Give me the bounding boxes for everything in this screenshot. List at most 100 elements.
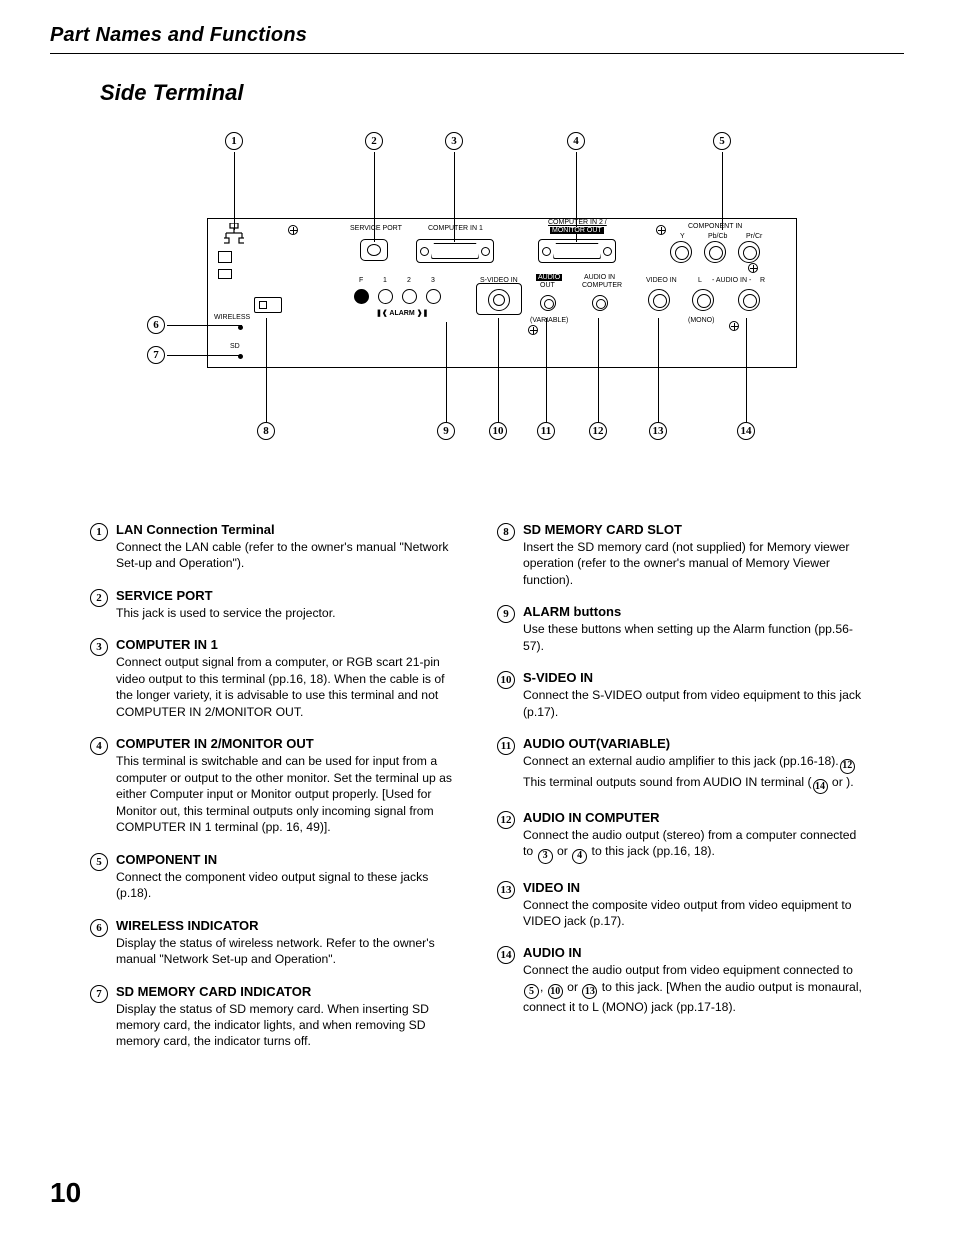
- alarm-btn-2: [402, 289, 417, 304]
- label-sd: SD: [230, 343, 240, 350]
- description-item: 5 COMPONENT IN Connect the component video…: [90, 852, 457, 902]
- lan-icon: [224, 223, 244, 247]
- item-content: ALARM buttons Use these buttons when sett…: [523, 604, 864, 654]
- item-title: AUDIO OUT(VARIABLE): [523, 736, 864, 751]
- item-title: VIDEO IN: [523, 880, 864, 895]
- item-marker: 7: [90, 985, 108, 1003]
- callout-9: 9: [437, 422, 455, 440]
- item-marker: 9: [497, 605, 515, 623]
- item-body: Use these buttons when setting up the Al…: [523, 621, 864, 654]
- item-content: SD MEMORY CARD SLOT Insert the SD memory …: [523, 522, 864, 588]
- description-item: 1 LAN Connection TerminalConnect the LAN …: [90, 522, 457, 572]
- audio-in-l-port: [692, 289, 714, 311]
- audio-in-computer-port: [592, 295, 608, 311]
- callout-8: 8: [257, 422, 275, 440]
- service-port: [360, 239, 388, 261]
- item-marker: 8: [497, 523, 515, 541]
- item-marker: 4: [90, 737, 108, 755]
- label-prcr: Pr/Cr: [746, 233, 762, 240]
- screw-icon: [656, 225, 666, 235]
- wireless-led: [238, 325, 243, 330]
- label-computer-in-2b: MONITOR OUT: [550, 227, 604, 234]
- lan-port-2: [218, 269, 232, 279]
- item-content: LAN Connection TerminalConnect the LAN c…: [116, 522, 457, 572]
- label-f: F: [359, 277, 363, 284]
- vga-port-1: [416, 239, 494, 263]
- callout-3: 3: [445, 132, 463, 150]
- item-body: Connect the component video output signa…: [116, 869, 457, 902]
- item-body: This jack is used to service the project…: [116, 605, 457, 621]
- description-item: 14 AUDIO INConnect the audio output from …: [497, 945, 864, 1015]
- label-mono: (MONO): [688, 317, 714, 324]
- label-computer-in-2a: COMPUTER IN 2 /: [548, 219, 607, 226]
- callout-5: 5: [713, 132, 731, 150]
- item-body: Display the status of SD memory card. Wh…: [116, 1001, 457, 1050]
- description-item: 6 WIRELESS INDICATOR Display the status of…: [90, 918, 457, 968]
- item-title: SERVICE PORT: [116, 588, 457, 603]
- item-content: AUDIO OUT(VARIABLE)Connect an external a…: [523, 736, 864, 794]
- label-audio-out: AUDIO: [536, 274, 562, 281]
- item-marker: 10: [497, 671, 515, 689]
- description-item: 7 SD MEMORY CARD INDICATOR Display the sta…: [90, 984, 457, 1050]
- item-body: Display the status of wireless network. …: [116, 935, 457, 968]
- label-alarm: ❚❰ ALARM ❱❚: [376, 309, 428, 317]
- page-number: 10: [50, 1177, 81, 1209]
- inline-ref-4: 4: [572, 849, 587, 864]
- page-header-title: Part Names and Functions: [50, 24, 904, 47]
- header-rule: [50, 53, 904, 54]
- item-marker: 5: [90, 853, 108, 871]
- item-title: AUDIO IN: [523, 945, 864, 960]
- item-title: ALARM buttons: [523, 604, 864, 619]
- item-title: COMPONENT IN: [116, 852, 457, 867]
- callout-14: 14: [737, 422, 755, 440]
- lead-10: [498, 318, 499, 422]
- label-3: 3: [431, 277, 435, 284]
- description-item: 8 SD MEMORY CARD SLOT Insert the SD memory…: [497, 522, 864, 588]
- description-item: 4COMPUTER IN 2/MONITOR OUTThis terminal …: [90, 736, 457, 835]
- inline-ref-13: 13: [582, 984, 597, 999]
- item-content: COMPONENT IN Connect the component video …: [116, 852, 457, 902]
- callout-1: 1: [225, 132, 243, 150]
- terminal-panel: SERVICE PORT COMPUTER IN 1 COMPUTER IN 2…: [207, 218, 797, 368]
- video-in-port: [648, 289, 670, 311]
- description-item: 12AUDIO IN COMPUTERConnect the audio out…: [497, 810, 864, 864]
- label-computer-in-1: COMPUTER IN 1: [428, 225, 483, 232]
- description-item: 2SERVICE PORTThis jack is used to servic…: [90, 588, 457, 621]
- audio-out-port: [540, 295, 556, 311]
- label-audio-out2: OUT: [540, 282, 555, 289]
- label-service-port: SERVICE PORT: [350, 225, 402, 232]
- description-item: 3COMPUTER IN 1Connect output signal from…: [90, 637, 457, 720]
- item-title: SD MEMORY CARD INDICATOR: [116, 984, 457, 999]
- callout-4: 4: [567, 132, 585, 150]
- section-title: Side Terminal: [100, 80, 904, 106]
- label-pbcb: Pb/Cb: [708, 233, 727, 240]
- screw-icon: [288, 225, 298, 235]
- lead-12: [598, 318, 599, 422]
- item-content: AUDIO INConnect the audio output from vi…: [523, 945, 864, 1015]
- item-title: SD MEMORY CARD SLOT: [523, 522, 864, 537]
- label-variable: (VARIABLE): [530, 317, 568, 324]
- item-marker: 1: [90, 523, 108, 541]
- alarm-btn-f: [354, 289, 369, 304]
- label-audio-in: - AUDIO IN -: [712, 277, 751, 284]
- item-content: COMPUTER IN 1Connect output signal from …: [116, 637, 457, 720]
- callout-7: 7: [147, 346, 165, 364]
- screw-icon: [729, 321, 739, 331]
- callout-11: 11: [537, 422, 555, 440]
- sd-slot: [254, 297, 282, 313]
- item-marker: 14: [497, 946, 515, 964]
- description-columns: 1 LAN Connection TerminalConnect the LAN …: [50, 522, 904, 1066]
- item-body: Insert the SD memory card (not supplied)…: [523, 539, 864, 588]
- inline-ref-14: 14: [813, 779, 828, 794]
- description-item: 13VIDEO INConnect the composite video ou…: [497, 880, 864, 930]
- item-marker: 11: [497, 737, 515, 755]
- item-marker: 6: [90, 919, 108, 937]
- item-body: Connect the S-VIDEO output from video eq…: [523, 687, 864, 720]
- item-content: AUDIO IN COMPUTERConnect the audio outpu…: [523, 810, 864, 864]
- description-item: 10S-VIDEO INConnect the S-VIDEO output f…: [497, 670, 864, 720]
- item-title: WIRELESS INDICATOR: [116, 918, 457, 933]
- label-1: 1: [383, 277, 387, 284]
- item-title: COMPUTER IN 1: [116, 637, 457, 652]
- inline-ref-10: 10: [548, 984, 563, 999]
- lead-14: [746, 318, 747, 422]
